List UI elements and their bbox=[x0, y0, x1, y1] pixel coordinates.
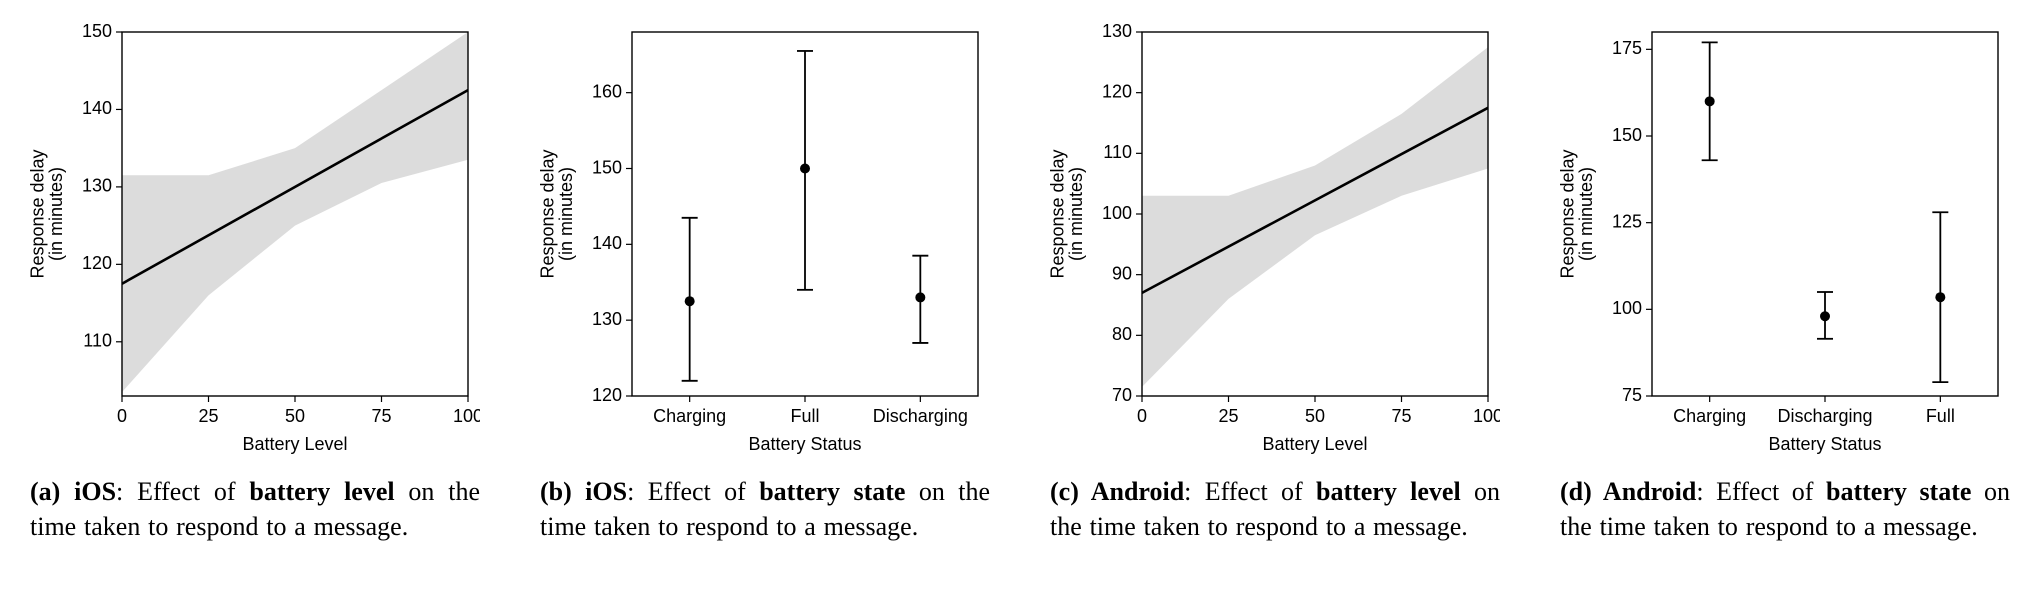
svg-text:125: 125 bbox=[1612, 211, 1642, 231]
svg-text:75: 75 bbox=[1391, 406, 1411, 426]
panel-b: 120 130 140 150 160 Charging Full Discharging Ba… bbox=[540, 20, 990, 544]
svg-text:130: 130 bbox=[1102, 21, 1132, 41]
svg-text:Battery Level: Battery Level bbox=[242, 434, 347, 454]
svg-text:Response delay: Response delay bbox=[1050, 149, 1067, 278]
svg-text:Discharging: Discharging bbox=[1777, 406, 1872, 426]
plot-b-outer: 120 130 140 150 160 Charging Full Discharging Ba… bbox=[540, 20, 990, 460]
svg-text:25: 25 bbox=[1218, 406, 1238, 426]
panel-a: 110 120 130 140 150 0 25 50 75 100 Battery Level Re… bbox=[30, 20, 480, 544]
svg-text:90: 90 bbox=[1112, 263, 1132, 283]
plot-c-outer: 70 80 90 100 110 120 130 0 25 50 75 100 Battery Leve… bbox=[1050, 20, 1500, 460]
caption-c: (c) Android: Effect of battery level on … bbox=[1050, 474, 1500, 544]
svg-text:Response delay: Response delay bbox=[540, 149, 557, 278]
svg-text:0: 0 bbox=[117, 406, 127, 426]
svg-text:100: 100 bbox=[1473, 406, 1500, 426]
svg-text:75: 75 bbox=[371, 406, 391, 426]
svg-text:100: 100 bbox=[453, 406, 480, 426]
svg-text:Charging: Charging bbox=[1673, 406, 1746, 426]
svg-text:175: 175 bbox=[1612, 38, 1642, 58]
svg-text:120: 120 bbox=[592, 385, 622, 405]
svg-text:150: 150 bbox=[82, 21, 112, 41]
svg-text:160: 160 bbox=[592, 81, 622, 101]
svg-text:120: 120 bbox=[82, 253, 112, 273]
plot-a-outer: 110 120 130 140 150 0 25 50 75 100 Battery Level Re… bbox=[30, 20, 480, 460]
figure-row: 110 120 130 140 150 0 25 50 75 100 Battery Level Re… bbox=[0, 0, 2040, 554]
svg-text:100: 100 bbox=[1612, 298, 1642, 318]
svg-text:140: 140 bbox=[82, 98, 112, 118]
svg-text:Battery Status: Battery Status bbox=[1768, 434, 1881, 454]
svg-text:25: 25 bbox=[198, 406, 218, 426]
plot-b: 120 130 140 150 160 Charging Full Discharging Ba… bbox=[540, 20, 990, 460]
plot-d-outer: 75 100 125 150 175 Charging Discharging Full Bat… bbox=[1560, 20, 2010, 460]
svg-text:50: 50 bbox=[285, 406, 305, 426]
svg-text:Full: Full bbox=[790, 406, 819, 426]
svg-text:110: 110 bbox=[1103, 142, 1132, 162]
svg-text:150: 150 bbox=[592, 157, 622, 177]
svg-text:Battery Status: Battery Status bbox=[748, 434, 861, 454]
svg-text:Battery Level: Battery Level bbox=[1262, 434, 1367, 454]
caption-d: (d) Android: Effect of battery state on … bbox=[1560, 474, 2010, 544]
panel-c: 70 80 90 100 110 120 130 0 25 50 75 100 Battery Leve… bbox=[1050, 20, 1500, 544]
svg-text:Response delay: Response delay bbox=[30, 149, 47, 278]
svg-text:(in minutes): (in minutes) bbox=[556, 167, 576, 261]
caption-a: (a) iOS: Effect of battery level on the … bbox=[30, 474, 480, 544]
svg-text:110: 110 bbox=[83, 331, 112, 351]
svg-text:Discharging: Discharging bbox=[873, 406, 968, 426]
svg-text:Response delay: Response delay bbox=[1560, 149, 1577, 278]
plot-d: 75 100 125 150 175 Charging Discharging Full Bat… bbox=[1560, 20, 2010, 460]
panel-d: 75 100 125 150 175 Charging Discharging Full Bat… bbox=[1560, 20, 2010, 544]
svg-text:(in minutes): (in minutes) bbox=[46, 167, 66, 261]
svg-text:150: 150 bbox=[1612, 125, 1642, 145]
svg-text:Full: Full bbox=[1926, 406, 1955, 426]
svg-text:130: 130 bbox=[82, 176, 112, 196]
svg-text:Charging: Charging bbox=[653, 406, 726, 426]
svg-text:140: 140 bbox=[592, 233, 622, 253]
svg-text:70: 70 bbox=[1112, 385, 1132, 405]
svg-text:(in minutes): (in minutes) bbox=[1576, 167, 1596, 261]
svg-text:120: 120 bbox=[1102, 81, 1132, 101]
svg-text:80: 80 bbox=[1112, 324, 1132, 344]
svg-text:(in minutes): (in minutes) bbox=[1066, 167, 1086, 261]
svg-text:0: 0 bbox=[1137, 406, 1147, 426]
svg-text:100: 100 bbox=[1102, 203, 1132, 223]
svg-text:75: 75 bbox=[1622, 385, 1642, 405]
plot-a: 110 120 130 140 150 0 25 50 75 100 Battery Level Re… bbox=[30, 20, 480, 460]
caption-b: (b) iOS: Effect of battery state on the … bbox=[540, 474, 990, 544]
svg-text:50: 50 bbox=[1305, 406, 1325, 426]
svg-text:130: 130 bbox=[592, 309, 622, 329]
plot-c: 70 80 90 100 110 120 130 0 25 50 75 100 Battery Leve… bbox=[1050, 20, 1500, 460]
